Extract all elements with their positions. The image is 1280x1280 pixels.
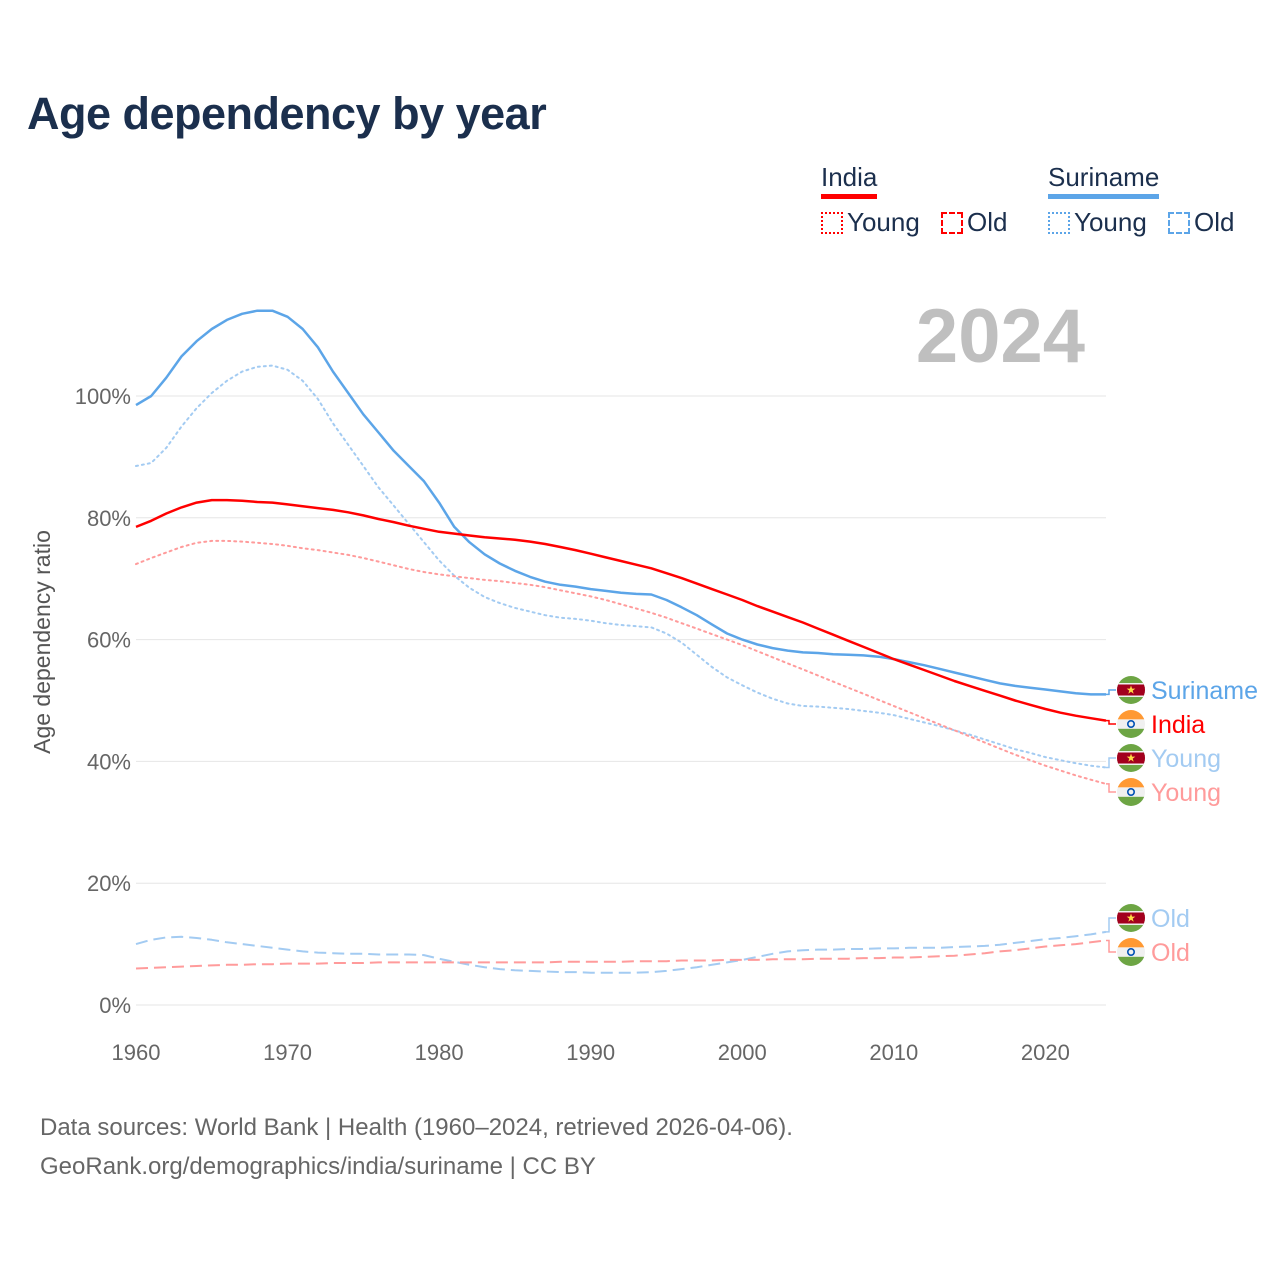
flag-body xyxy=(1117,744,1145,772)
x-tick-label: 1980 xyxy=(415,1040,464,1065)
star-icon xyxy=(1126,913,1136,922)
x-tick-label: 2000 xyxy=(718,1040,767,1065)
label-connector xyxy=(1106,939,1116,953)
series-line-india-old xyxy=(135,939,1107,970)
suriname-flag-icon xyxy=(1117,676,1145,704)
legend-suriname-old: Old xyxy=(1168,207,1235,238)
india-flag-icon xyxy=(1117,710,1145,738)
series-end-label: Old xyxy=(1151,905,1190,933)
y-tick-label: 40% xyxy=(87,749,131,774)
legend-india-title: India xyxy=(821,162,878,199)
flag-body xyxy=(1117,778,1145,806)
legend-india-old: Old xyxy=(941,207,1008,238)
series-end-label: Old xyxy=(1151,939,1190,967)
series-line-india xyxy=(135,498,1107,722)
dotted-swatch-icon xyxy=(1048,211,1070,234)
label-connector xyxy=(1106,783,1116,793)
star-icon xyxy=(1126,753,1136,762)
suriname-flag-icon xyxy=(1117,904,1145,932)
x-tick-label: 2010 xyxy=(869,1040,918,1065)
y-tick-label: 80% xyxy=(87,506,131,531)
label-connector xyxy=(1106,757,1116,769)
y-axis-label: Age dependency ratio xyxy=(29,530,55,754)
attribution-text: GeoRank.org/demographics/india/suriname … xyxy=(40,1153,596,1180)
legend-label: Young xyxy=(1074,207,1147,237)
y-tick-label: 60% xyxy=(87,628,131,653)
legend-label: Old xyxy=(967,207,1008,237)
legend-india-young: Young xyxy=(821,207,920,238)
flag-stripe xyxy=(1117,710,1145,720)
y-tick-label: 0% xyxy=(99,993,131,1018)
flag-body xyxy=(1117,938,1145,966)
flag-body xyxy=(1117,904,1145,932)
chakra-icon xyxy=(1126,947,1136,957)
y-tick-label: 100% xyxy=(75,384,131,409)
flag-stripe xyxy=(1117,938,1145,948)
data-source-text: Data sources: World Bank | Health (1960–… xyxy=(40,1114,793,1141)
series-end-label: India xyxy=(1151,711,1205,739)
x-tick-label: 2020 xyxy=(1021,1040,1070,1065)
chakra-icon xyxy=(1126,787,1136,797)
y-tick-label: 20% xyxy=(87,871,131,896)
series-end-label: Young xyxy=(1151,779,1221,807)
flag-stripe xyxy=(1117,728,1145,738)
legend-label: Young xyxy=(847,207,920,237)
series-end-label: Suriname xyxy=(1151,677,1258,705)
flag-stripe xyxy=(1117,787,1145,797)
x-tick-label: 1960 xyxy=(112,1040,161,1065)
flag-body xyxy=(1117,710,1145,738)
legend-suriname-young: Young xyxy=(1048,207,1147,238)
series-line-suriname-young xyxy=(135,364,1107,769)
legend-india: India Young Old xyxy=(821,162,1022,241)
page-title: Age dependency by year xyxy=(27,88,547,139)
series-end-label: Young xyxy=(1151,745,1221,773)
chakra-icon xyxy=(1126,719,1136,729)
label-connector xyxy=(1106,917,1116,933)
dashed-swatch-icon xyxy=(1168,211,1191,234)
star-icon xyxy=(1126,685,1136,694)
legend-label: Old xyxy=(1194,207,1235,237)
flag-stripe xyxy=(1117,778,1145,788)
series-line-suriname xyxy=(135,309,1106,696)
flag-body xyxy=(1117,676,1145,704)
legend-suriname: Suriname Young Old xyxy=(1048,162,1249,241)
flag-stripe xyxy=(1117,947,1145,957)
flag-stripe xyxy=(1117,719,1145,729)
footer: Data sources: World Bank | Health (1960–… xyxy=(40,1108,793,1186)
legend-suriname-title: Suriname xyxy=(1048,162,1160,199)
label-connector xyxy=(1106,689,1116,696)
suriname-flag-icon xyxy=(1117,744,1145,772)
flag-stripe xyxy=(1117,956,1145,966)
label-connector xyxy=(1106,719,1116,725)
x-tick-label: 1970 xyxy=(263,1040,312,1065)
series-line-india-young xyxy=(135,539,1107,785)
flag-stripe xyxy=(1117,796,1145,806)
series-line-suriname-old xyxy=(135,930,1107,974)
x-tick-label: 1990 xyxy=(566,1040,615,1065)
india-flag-icon xyxy=(1117,778,1145,806)
dashed-swatch-icon xyxy=(941,211,964,234)
india-flag-icon xyxy=(1117,938,1145,966)
year-watermark: 2024 xyxy=(916,294,1085,379)
dotted-swatch-icon xyxy=(821,211,843,234)
